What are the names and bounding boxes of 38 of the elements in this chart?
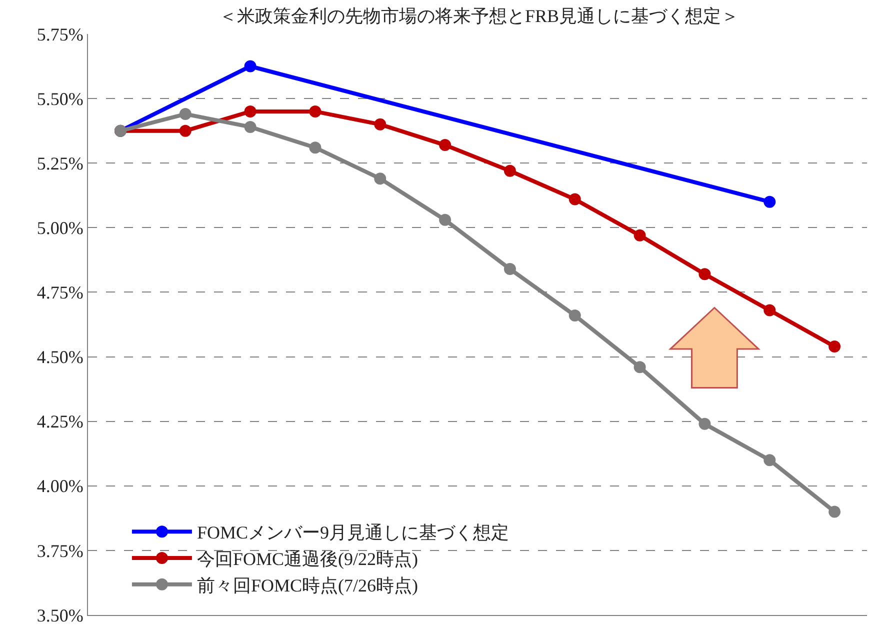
point	[244, 60, 256, 72]
y-tick-label: 3.50%	[36, 605, 84, 626]
point	[828, 506, 841, 518]
y-tick-label: 5.75%	[36, 24, 84, 44]
point	[374, 172, 386, 185]
legend-label: 今回FOMC通過後(9/22時点)	[196, 549, 418, 569]
y-tick-label: 4.00%	[36, 476, 84, 496]
y-tick-label: 3.75%	[36, 540, 84, 561]
point	[764, 454, 776, 466]
point	[244, 120, 256, 133]
point	[828, 340, 841, 352]
point	[764, 196, 776, 208]
point	[568, 193, 581, 206]
y-tick-label: 4.75%	[36, 282, 84, 303]
point	[374, 118, 386, 130]
y-tick-label: 5.00%	[36, 218, 84, 238]
point	[698, 418, 711, 430]
y-tick-label: 5.25%	[36, 153, 84, 174]
point	[568, 309, 581, 322]
point	[244, 105, 256, 118]
point	[179, 108, 192, 120]
point	[634, 229, 646, 242]
point	[179, 124, 192, 137]
point	[309, 142, 322, 154]
y-tick-label: 4.50%	[36, 347, 84, 368]
point	[309, 105, 322, 118]
legend-label: 前々回FOMC時点(7/26時点)	[196, 575, 418, 596]
legend-label: FOMCメンバー9月見通しに基づく想定	[196, 522, 509, 543]
point	[439, 214, 452, 226]
point	[764, 304, 776, 316]
point	[504, 262, 516, 275]
y-tick-label: 5.50%	[36, 88, 84, 109]
chart-title: ＜米政策金利の先物市場の将来予想とFRB見通しに基づく想定＞	[219, 6, 740, 26]
point	[634, 361, 646, 374]
point	[504, 164, 516, 177]
y-tick-label: 4.25%	[36, 412, 84, 432]
point	[439, 139, 452, 152]
point	[698, 268, 711, 280]
